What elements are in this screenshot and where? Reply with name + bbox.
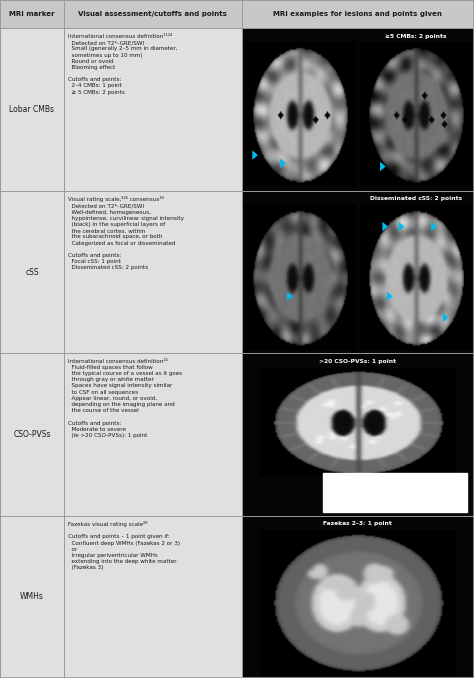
Polygon shape: [280, 159, 286, 168]
Text: ≥5 CMBs: 2 points: ≥5 CMBs: 2 points: [385, 34, 447, 39]
Polygon shape: [387, 292, 392, 301]
Text: Fazekas visual rating scale²⁸

Cutoffs and points – 1 point given if:
  Confluen: Fazekas visual rating scale²⁸ Cutoffs an…: [68, 521, 180, 570]
Bar: [64, 28, 242, 191]
Text: Visual assessment/cutoffs and points: Visual assessment/cutoffs and points: [78, 12, 228, 17]
Text: Disseminated cSS: 2 points: Disseminated cSS: 2 points: [370, 197, 462, 201]
Bar: [0, 191, 64, 353]
Text: International consensus definition²⁴
  Fluid-filled spaces that follow
  the typ: International consensus definition²⁴ Flu…: [68, 359, 182, 438]
Text: Lobar CMBs: Lobar CMBs: [9, 105, 55, 114]
Text: Fazekas 2–3: 1 point: Fazekas 2–3: 1 point: [323, 521, 392, 526]
Polygon shape: [383, 222, 388, 231]
Text: cSS: cSS: [25, 268, 39, 277]
Bar: [64, 515, 242, 678]
Bar: [64, 353, 242, 515]
Polygon shape: [287, 292, 293, 301]
Bar: [0, 0, 474, 28]
Bar: [242, 191, 474, 353]
Bar: [242, 28, 474, 191]
Polygon shape: [380, 162, 386, 172]
Bar: [242, 353, 474, 515]
Text: CSO-PVSs: CSO-PVSs: [13, 430, 51, 439]
Bar: [0, 353, 64, 515]
Text: MRI examples for lesions and points given: MRI examples for lesions and points give…: [273, 12, 442, 17]
Text: International consensus definition¹¹²⁴
  Detected on T2*-GRE/SWI
  Small (genera: International consensus definition¹¹²⁴ D…: [68, 34, 177, 95]
Polygon shape: [431, 222, 437, 231]
Polygon shape: [399, 222, 404, 231]
Polygon shape: [443, 313, 448, 322]
Bar: [64, 191, 242, 353]
Text: >20 CSO-PVSs: 1 point: >20 CSO-PVSs: 1 point: [319, 359, 396, 363]
Bar: [242, 515, 474, 678]
Bar: [323, 473, 467, 513]
Text: WMHs: WMHs: [20, 593, 44, 601]
Text: MRI marker: MRI marker: [9, 12, 55, 17]
Bar: [0, 515, 64, 678]
Polygon shape: [252, 151, 258, 160]
Bar: [0, 28, 64, 191]
Text: Visual rating scale,⁸²⁶ consensus³⁰
  Detected on T2*-GRE/SWI
  Well-defined, ho: Visual rating scale,⁸²⁶ consensus³⁰ Dete…: [68, 197, 184, 271]
